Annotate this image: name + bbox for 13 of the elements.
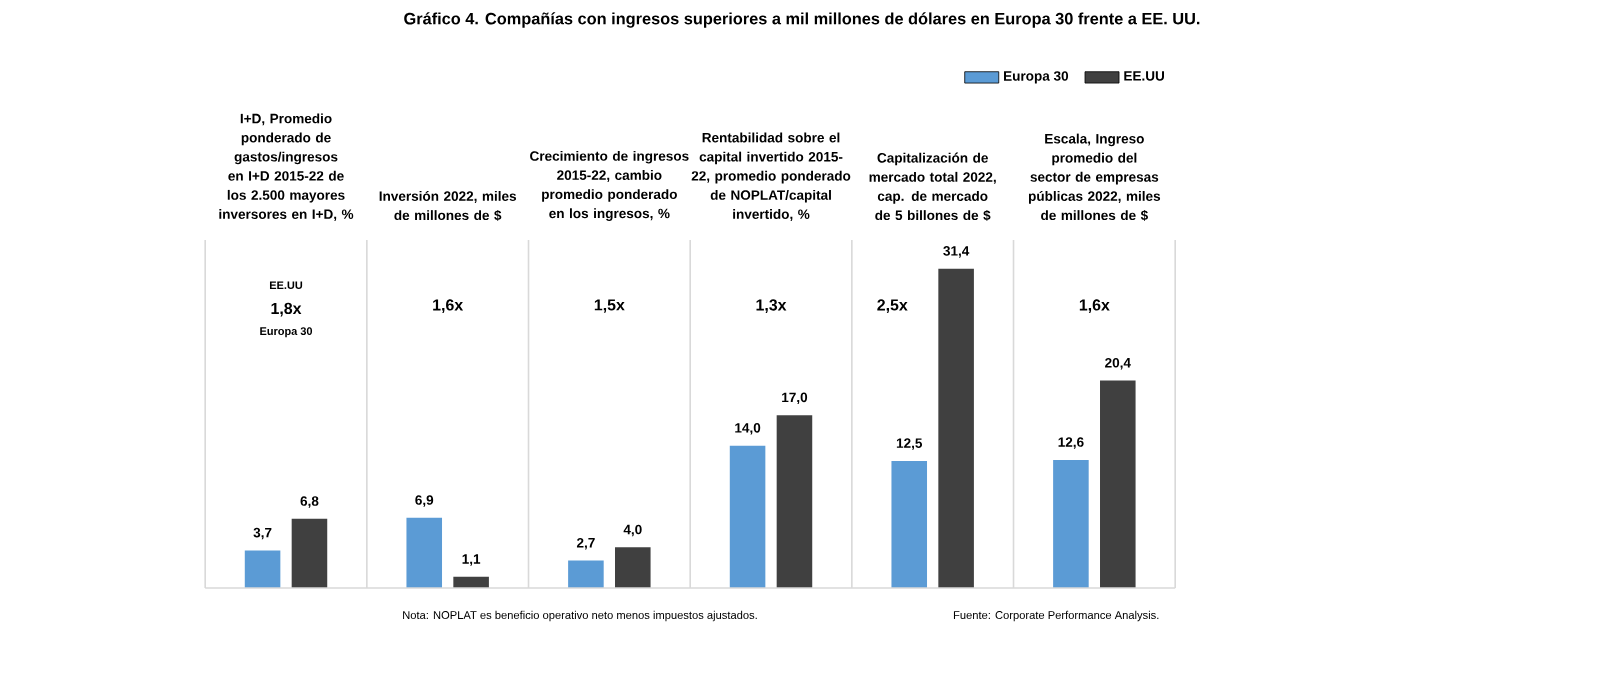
- bar: [568, 560, 604, 588]
- bar: [776, 415, 813, 588]
- bar: [938, 268, 974, 588]
- chart-title: Gráfico 4. Compañías con ingresos superiores a mil millones de dólares en Europa 30 frente a EE. UU.: [404, 12, 1200, 28]
- bar: [729, 445, 766, 588]
- bar: [615, 547, 651, 588]
- bar: [1053, 459, 1089, 588]
- bar: [891, 460, 928, 588]
- bar: [453, 576, 489, 588]
- bar: [406, 517, 443, 588]
- bar: [244, 550, 281, 588]
- bar: [291, 518, 328, 588]
- bar: [1100, 380, 1136, 588]
